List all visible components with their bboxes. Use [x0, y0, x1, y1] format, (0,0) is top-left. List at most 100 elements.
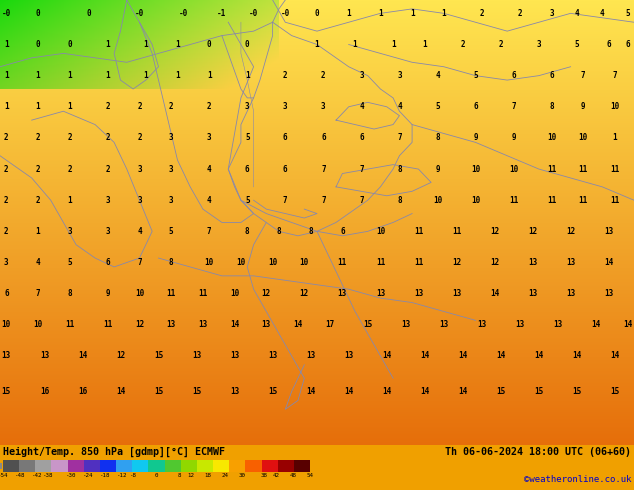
Text: 4: 4: [600, 9, 605, 18]
Text: 8: 8: [245, 227, 250, 236]
Text: 3: 3: [397, 71, 402, 80]
Text: 4: 4: [137, 227, 142, 236]
Bar: [245, 460, 262, 472]
Text: 12: 12: [187, 473, 194, 478]
Bar: [148, 460, 165, 472]
Text: 10: 10: [376, 227, 385, 236]
Text: 17: 17: [325, 320, 334, 329]
Text: 2: 2: [517, 9, 522, 18]
Text: 4: 4: [207, 165, 212, 173]
Text: 1: 1: [143, 40, 148, 49]
Text: -42: -42: [32, 473, 42, 478]
Text: 15: 15: [611, 387, 619, 396]
Text: 10: 10: [268, 258, 277, 267]
Text: 11: 11: [376, 258, 385, 267]
Text: 10: 10: [2, 320, 11, 329]
Text: 14: 14: [344, 387, 353, 396]
Text: 13: 13: [338, 289, 347, 298]
Text: 1: 1: [612, 133, 618, 143]
Text: 2: 2: [4, 196, 9, 205]
Bar: [181, 460, 197, 472]
Text: 14: 14: [534, 351, 543, 361]
Text: 2: 2: [4, 133, 9, 143]
Text: 4: 4: [359, 102, 364, 111]
Text: 8: 8: [67, 289, 72, 298]
Text: 14: 14: [78, 351, 87, 361]
Text: 14: 14: [458, 387, 467, 396]
Text: 3: 3: [67, 227, 72, 236]
Text: 7: 7: [207, 227, 212, 236]
Text: 9: 9: [511, 133, 516, 143]
Text: 11: 11: [611, 165, 619, 173]
Text: 1: 1: [4, 40, 9, 49]
Text: 2: 2: [67, 165, 72, 173]
Text: 1: 1: [67, 71, 72, 80]
Text: 11: 11: [452, 227, 461, 236]
Text: 6: 6: [283, 165, 288, 173]
Text: 15: 15: [154, 387, 163, 396]
Text: 5: 5: [625, 9, 630, 18]
Text: 13: 13: [414, 289, 423, 298]
Text: 14: 14: [604, 258, 613, 267]
Bar: [36, 460, 51, 472]
Text: 10: 10: [135, 289, 144, 298]
Text: ©weatheronline.co.uk: ©weatheronline.co.uk: [524, 475, 631, 485]
Text: 13: 13: [439, 320, 448, 329]
Text: 12: 12: [490, 227, 499, 236]
Text: -0: -0: [2, 9, 11, 18]
Text: 13: 13: [528, 289, 537, 298]
Text: -24: -24: [83, 473, 94, 478]
Text: 10: 10: [579, 133, 588, 143]
Text: 2: 2: [479, 9, 484, 18]
Text: 14: 14: [294, 320, 302, 329]
Text: 0: 0: [207, 40, 212, 49]
Text: 13: 13: [230, 351, 239, 361]
Text: -48: -48: [15, 473, 25, 478]
Text: 2: 2: [169, 102, 174, 111]
Text: -8: -8: [130, 473, 137, 478]
Text: 14: 14: [420, 351, 429, 361]
Text: 6: 6: [321, 133, 326, 143]
Text: 5: 5: [245, 196, 250, 205]
Text: 7: 7: [397, 133, 402, 143]
Text: 38: 38: [261, 473, 268, 478]
Text: 1: 1: [441, 9, 446, 18]
Text: 3: 3: [536, 40, 541, 49]
FancyArrow shape: [0, 462, 2, 470]
Text: -0: -0: [135, 9, 144, 18]
Text: 2: 2: [105, 102, 110, 111]
Text: 2: 2: [67, 133, 72, 143]
Text: 2: 2: [137, 102, 142, 111]
Bar: [51, 460, 68, 472]
Text: 11: 11: [547, 165, 556, 173]
Text: 0: 0: [155, 473, 158, 478]
Text: 9: 9: [581, 102, 586, 111]
Text: 7: 7: [283, 196, 288, 205]
Text: 2: 2: [207, 102, 212, 111]
Text: 12: 12: [566, 227, 575, 236]
Text: 42: 42: [273, 473, 280, 478]
Text: 24: 24: [221, 473, 228, 478]
Text: 15: 15: [154, 351, 163, 361]
Text: 7: 7: [36, 289, 41, 298]
Text: 6: 6: [549, 71, 554, 80]
Text: 12: 12: [528, 227, 537, 236]
Text: 6: 6: [283, 133, 288, 143]
Text: 14: 14: [458, 351, 467, 361]
Text: 10: 10: [471, 196, 480, 205]
Text: 5: 5: [245, 133, 250, 143]
Text: 13: 13: [604, 227, 613, 236]
Text: 1: 1: [410, 9, 415, 18]
Text: 6: 6: [359, 133, 364, 143]
Text: 0: 0: [67, 40, 72, 49]
Text: 7: 7: [581, 71, 586, 80]
Text: 11: 11: [611, 196, 619, 205]
Text: 11: 11: [509, 196, 518, 205]
Text: 1: 1: [67, 196, 72, 205]
Text: 3: 3: [321, 102, 326, 111]
Text: 13: 13: [376, 289, 385, 298]
Text: 1: 1: [378, 9, 383, 18]
Text: 11: 11: [338, 258, 347, 267]
Text: Th 06-06-2024 18:00 UTC (06+60): Th 06-06-2024 18:00 UTC (06+60): [445, 447, 631, 457]
Text: 14: 14: [116, 387, 125, 396]
